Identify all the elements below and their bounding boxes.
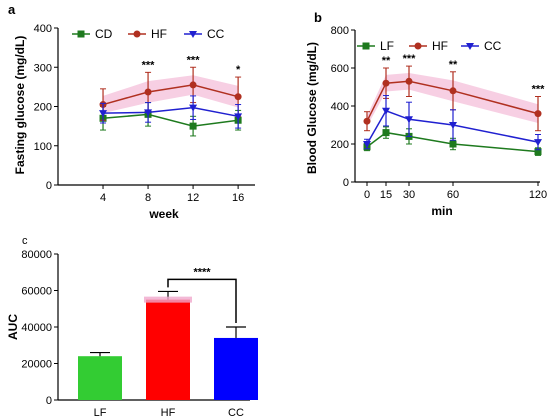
y-axis-label-a: Fasting glucose (mg/dL) — [13, 36, 27, 175]
data-point-lf — [449, 140, 457, 148]
y-axis-label-c: AUC — [6, 314, 20, 340]
bar-cc — [214, 337, 258, 400]
chart-c: c AUC 0 20000 40000 60000 80000 LF HF CC **** — [6, 235, 258, 419]
x-tick-label: 60 — [447, 189, 459, 201]
significance-marker: *** — [187, 54, 201, 66]
data-point-lf — [382, 129, 390, 137]
x-tick-label: 120 — [529, 189, 547, 201]
data-point-cc — [363, 141, 371, 148]
legend-label-hf: HF — [432, 39, 448, 53]
panel-label-b: b — [314, 10, 322, 25]
y-tick-label: 300 — [34, 62, 52, 74]
y-tick-label: 20000 — [21, 359, 52, 371]
y-tick-label: 0 — [46, 180, 52, 192]
y-tick-label: 40000 — [21, 322, 52, 334]
hf-error-band — [103, 75, 239, 114]
y-tick-label: 200 — [34, 102, 52, 114]
legend-marker-cc — [189, 31, 197, 38]
data-point-cc — [534, 139, 542, 147]
x-tick-label: 12 — [187, 192, 199, 204]
hf-bar-highlight — [144, 296, 192, 303]
data-point-hf — [534, 110, 542, 118]
significance-bracket — [167, 278, 237, 323]
legend-marker-lf — [362, 42, 370, 50]
y-tick-label: 400 — [331, 101, 349, 113]
y-tick-label: 100 — [34, 141, 52, 153]
panel-label-a: a — [8, 2, 16, 17]
data-point-hf — [234, 93, 242, 101]
legend-label-lf: LF — [380, 39, 394, 53]
series-line-hf — [102, 84, 239, 106]
bar-hf — [146, 299, 190, 400]
data-point-cc — [234, 113, 243, 121]
data-point-cc — [189, 104, 198, 112]
chart-a: a Fasting glucose (mg/dL) week 0 100 200 30… — [8, 2, 255, 221]
data-point-cc — [99, 110, 108, 118]
data-point-cc — [405, 116, 413, 124]
data-point-lf — [534, 148, 542, 156]
data-point-hf — [363, 117, 371, 125]
y-tick-label: 80000 — [21, 249, 52, 261]
legend-marker-hf — [133, 30, 141, 38]
y-tick-label: 400 — [34, 23, 52, 35]
x-tick-label: 0 — [364, 189, 370, 201]
significance-marker: ** — [449, 59, 458, 71]
legend-marker-cd — [77, 30, 85, 38]
x-tick-label: LF — [94, 407, 107, 419]
chart-b: b Blood Glucose (mg/dL) min 020040060080… — [305, 10, 547, 218]
y-tick-label: 200 — [331, 139, 349, 151]
legend-label-cd: CD — [95, 27, 113, 41]
significance-marker: ** — [382, 55, 391, 67]
data-point-hf — [405, 77, 413, 85]
significance-marker: * — [236, 64, 241, 76]
y-tick-label: 0 — [46, 395, 52, 407]
x-tick-label: 4 — [100, 192, 106, 204]
data-point-hf — [382, 79, 390, 87]
legend-marker-cc — [466, 43, 474, 50]
data-point-cc — [144, 109, 153, 117]
x-tick-label: 16 — [232, 192, 244, 204]
y-tick-label: 600 — [331, 63, 349, 75]
series-line-cd — [102, 113, 239, 127]
legend-label-cc: CC — [484, 39, 502, 53]
legend-marker-hf — [414, 42, 422, 50]
x-tick-label: 8 — [145, 192, 151, 204]
data-point-hf — [189, 81, 197, 89]
significance-marker: *** — [532, 84, 546, 96]
x-axis-label-a: week — [148, 207, 179, 221]
x-tick-label: CC — [228, 407, 244, 419]
x-tick-label: HF — [161, 407, 176, 419]
y-tick-label: 0 — [343, 177, 349, 189]
x-tick-label: 30 — [403, 189, 415, 201]
series-line-cc — [103, 106, 239, 118]
significance-marker: **** — [193, 266, 211, 278]
x-axis-label-b: min — [431, 204, 452, 218]
data-point-hf — [449, 87, 457, 95]
y-tick-label: 800 — [331, 25, 349, 37]
bar-lf — [78, 356, 122, 400]
significance-marker: *** — [403, 53, 417, 65]
data-point-cc — [382, 107, 390, 115]
legend-label-cc: CC — [207, 27, 225, 41]
x-tick-label: 15 — [380, 189, 392, 201]
y-axis-label-b: Blood Glucose (mg/dL) — [305, 42, 319, 174]
legend-label-hf: HF — [151, 27, 167, 41]
significance-marker: *** — [142, 59, 156, 71]
panel-label-c: c — [22, 235, 28, 247]
data-point-cc — [449, 122, 457, 129]
data-point-cd — [189, 122, 197, 130]
y-tick-label: 60000 — [21, 286, 52, 298]
data-point-hf — [144, 88, 152, 96]
